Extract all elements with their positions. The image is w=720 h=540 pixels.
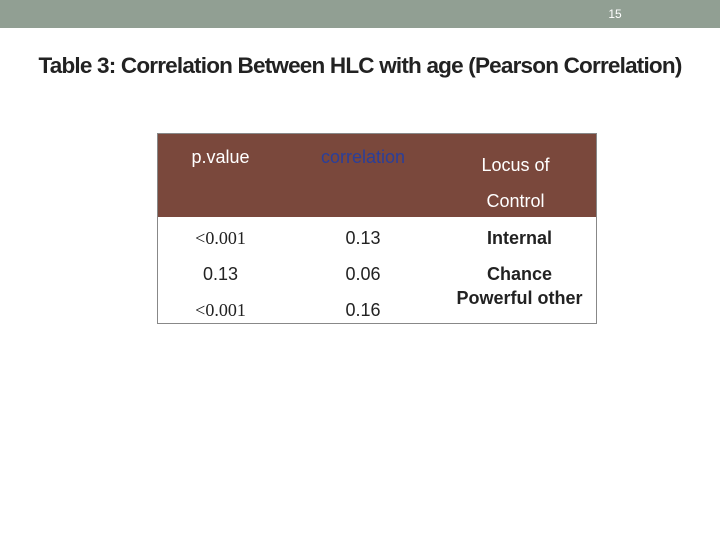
column-header: Locus of Control [481, 155, 550, 211]
top-bar [0, 0, 720, 28]
column-header: correlation [320, 147, 406, 167]
table-cell: 0.06 [345, 264, 381, 284]
table: p.value correlation Locus of Control <0.… [157, 133, 597, 324]
table-cell: 0.13 [202, 264, 239, 284]
page-number: 15 [608, 7, 622, 21]
table-cell: Internal [486, 228, 552, 248]
table-header [158, 134, 596, 217]
column-header: p.value [191, 147, 250, 167]
table-cell: <0.001 [195, 228, 246, 248]
table-cell: 0.13 [345, 228, 381, 248]
slide-title: Table 3: Correlation Between HLC with ag… [38, 53, 682, 78]
table-cell: 0.16 [345, 300, 381, 320]
table-cell: <0.001 [195, 300, 246, 320]
table-cell: Chance [486, 264, 553, 284]
table-cell: Powerful other [456, 288, 583, 308]
